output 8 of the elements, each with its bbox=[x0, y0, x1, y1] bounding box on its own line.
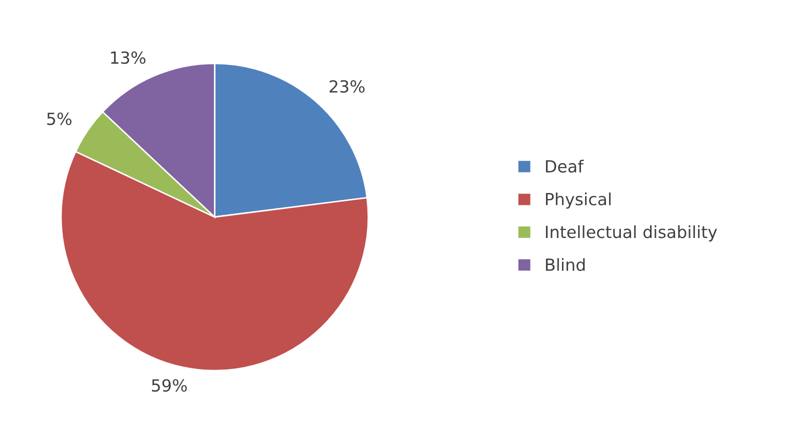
legend-label: Intellectual disability bbox=[546, 225, 718, 242]
data-label: 23% bbox=[330, 80, 365, 93]
data-label: 5% bbox=[47, 112, 72, 126]
legend-label: Deaf bbox=[546, 160, 584, 173]
legend-label: Physical bbox=[546, 192, 611, 209]
data-label: 59% bbox=[152, 379, 187, 392]
legend-label: Blind bbox=[546, 258, 585, 272]
data-label: 13% bbox=[111, 51, 146, 64]
